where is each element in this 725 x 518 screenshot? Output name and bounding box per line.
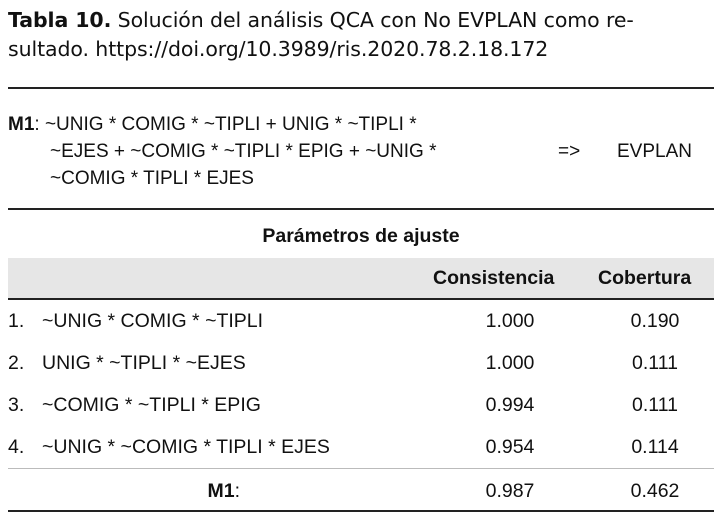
table-row: 1. ~UNIG * COMIG * ~TIPLI 1.000 0.190 (8, 306, 714, 336)
row-number: 4. (8, 436, 25, 458)
table-caption: Tabla 10. Solución del análisis QCA con … (8, 6, 713, 64)
formula-line-3: ~COMIG * TIPLI * EJES (8, 165, 714, 192)
row-config: ~COMIG * ~TIPLI * EPIG (42, 394, 261, 416)
row-coverage: 0.111 (632, 352, 678, 374)
formula-term-2: ~EJES + ~COMIG * ~TIPLI * EPIG + ~UNIG * (50, 141, 437, 162)
caption-line-1: Tabla 10. Solución del análisis QCA con … (8, 6, 713, 35)
row-config: ~UNIG * COMIG * ~TIPLI (42, 310, 264, 332)
table-row: 4. ~UNIG * ~COMIG * TIPLI * EJES 0.954 0… (8, 432, 714, 462)
summary-rule (8, 468, 714, 469)
row-number: 1. (8, 310, 25, 332)
summary-model: M1 (207, 480, 235, 502)
summary-coverage: 0.462 (630, 480, 680, 502)
row-number: 3. (8, 394, 25, 416)
row-config: UNIG * ~TIPLI * ~EJES (42, 352, 246, 374)
row-consistency: 0.994 (485, 394, 535, 416)
row-config: ~UNIG * ~COMIG * TIPLI * EJES (42, 436, 330, 458)
row-number: 2. (8, 352, 25, 374)
row-coverage: 0.190 (630, 310, 680, 332)
summary-consistency: 0.987 (485, 480, 535, 502)
header-coverage: Cobertura (598, 267, 692, 289)
formula-arrow: => (558, 141, 581, 162)
header-consistency: Consistencia (433, 267, 555, 289)
caption-label: Tabla 10. (8, 8, 112, 32)
summary-label: M1: (168, 476, 240, 506)
row-consistency: 1.000 (485, 352, 535, 374)
top-rule (8, 87, 714, 89)
formula-line-2: ~EJES + ~COMIG * ~TIPLI * EPIG + ~UNIG *… (8, 138, 714, 165)
formula-bottom-rule (8, 208, 714, 210)
table-header: Consistencia Cobertura (8, 258, 714, 298)
row-consistency: 0.954 (485, 436, 535, 458)
header-rule (8, 298, 714, 300)
bottom-rule (8, 510, 714, 512)
model-formula: M1: ~UNIG * COMIG * ~TIPLI + UNIG * ~TIP… (8, 111, 714, 192)
params-title: Parámetros de ajuste (262, 225, 460, 247)
caption-line-2: sultado. https://doi.org/10.3989/ris.202… (8, 37, 549, 61)
row-coverage: 0.114 (631, 436, 679, 458)
formula-outcome: EVPLAN (617, 141, 692, 162)
summary-colon: : (234, 480, 240, 502)
formula-term-1: ~UNIG * COMIG * ~TIPLI + UNIG * ~TIPLI * (39, 114, 417, 135)
formula-line-1: M1: ~UNIG * COMIG * ~TIPLI + UNIG * ~TIP… (8, 111, 714, 138)
row-consistency: 1.000 (485, 310, 535, 332)
table-row: 2. UNIG * ~TIPLI * ~EJES 1.000 0.111 (8, 348, 714, 378)
caption-text: Solución del análisis QCA con No EVPLAN … (111, 8, 634, 32)
formula-model-label: M1 (8, 114, 35, 135)
formula-term-3: ~COMIG * TIPLI * EJES (50, 168, 254, 189)
formula-colon: : (34, 114, 40, 135)
row-coverage: 0.111 (632, 394, 678, 416)
table-row: 3. ~COMIG * ~TIPLI * EPIG 0.994 0.111 (8, 390, 714, 420)
summary-row: M1: 0.987 0.462 (8, 476, 714, 506)
